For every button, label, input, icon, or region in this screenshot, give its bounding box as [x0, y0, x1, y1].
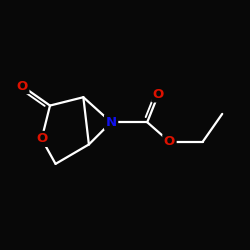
Text: O: O: [153, 88, 164, 101]
Text: O: O: [36, 132, 47, 145]
Text: O: O: [164, 135, 175, 148]
Text: N: N: [106, 116, 117, 129]
Text: O: O: [16, 80, 28, 92]
